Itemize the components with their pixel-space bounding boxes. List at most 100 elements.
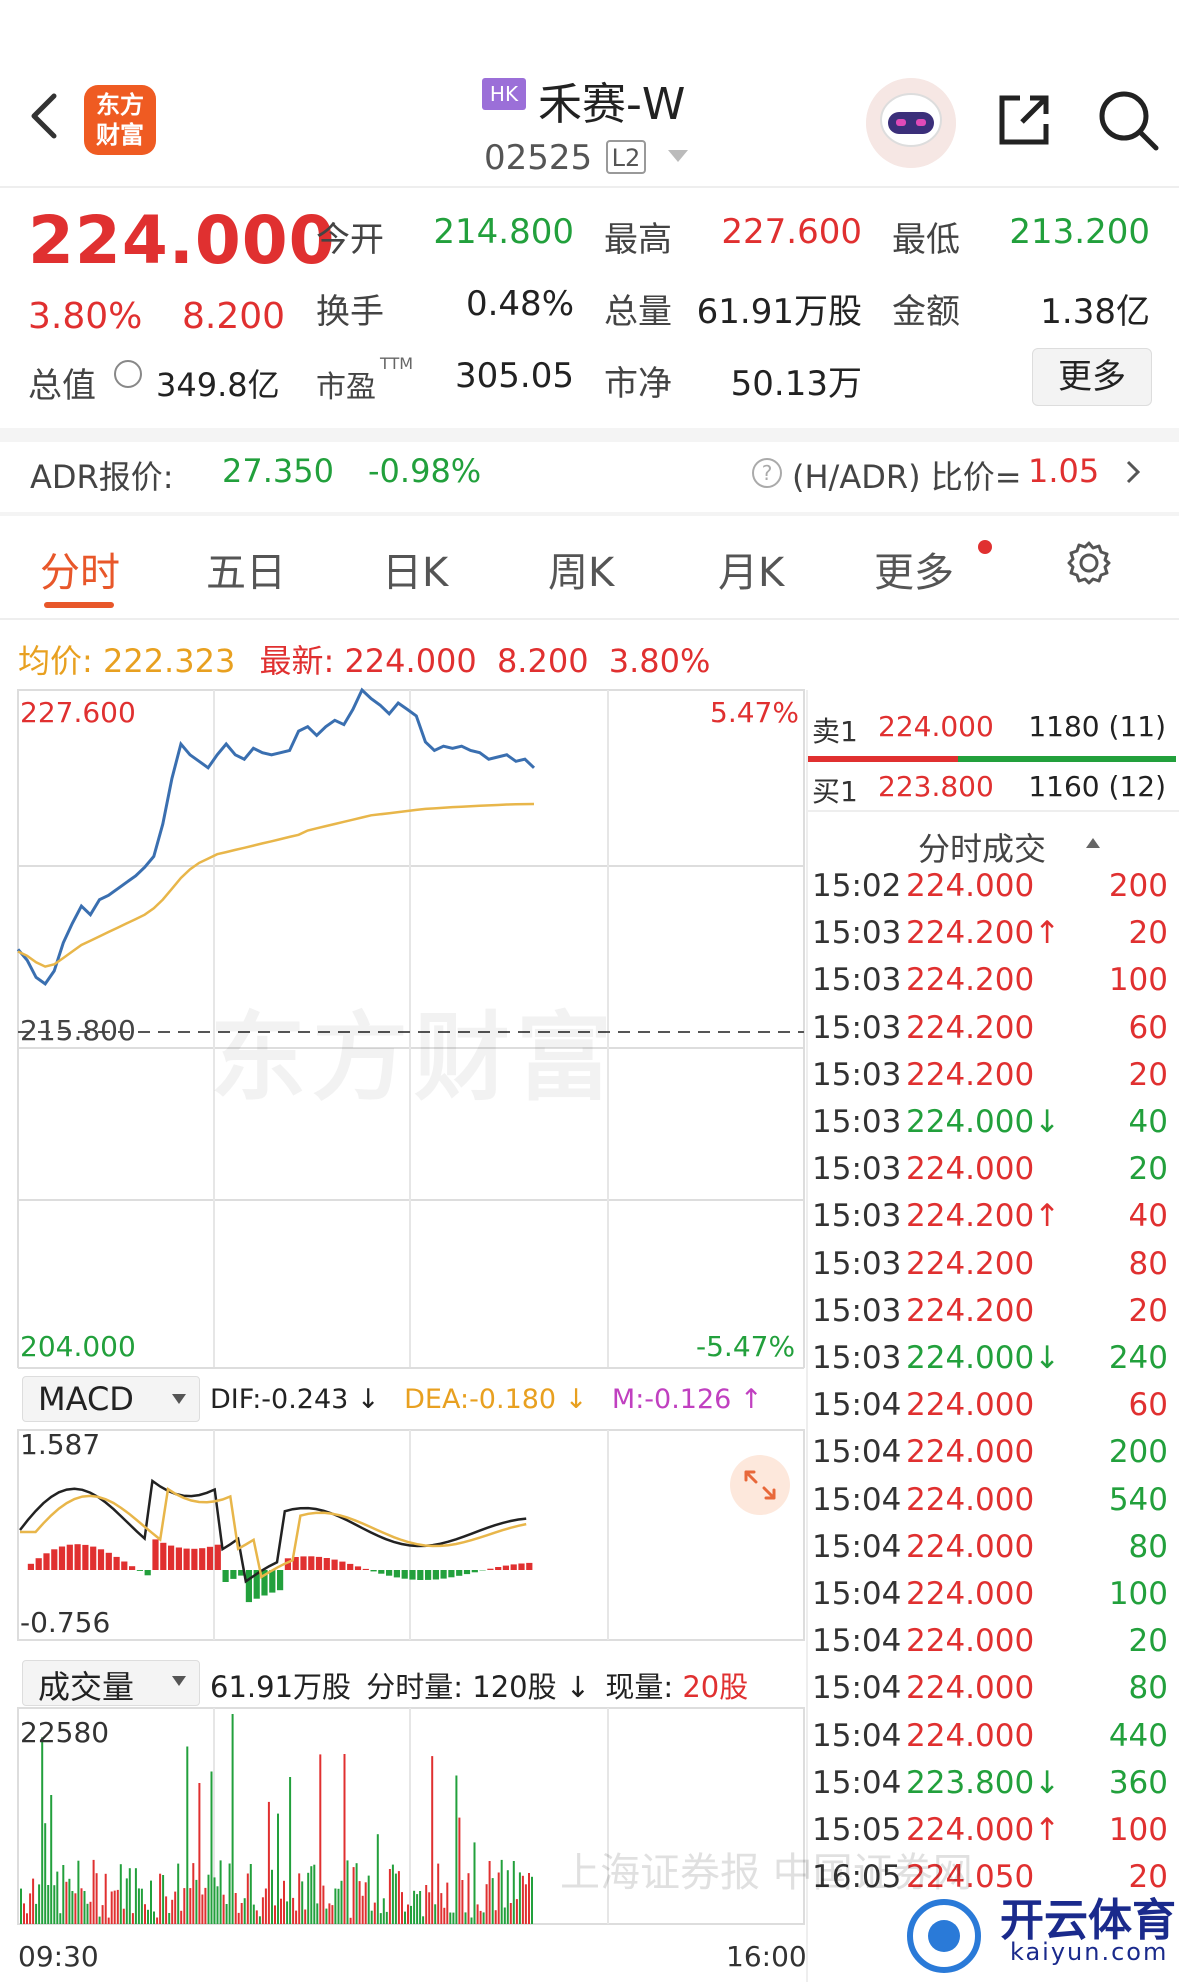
section-divider (0, 428, 1179, 442)
volume-bar (80, 1888, 83, 1924)
info-icon[interactable] (114, 360, 142, 388)
volume-bar (434, 1904, 437, 1924)
volume-bar (455, 1775, 458, 1924)
volume-bar (394, 1873, 397, 1924)
caret-down-icon (172, 1394, 186, 1404)
ask-label: 卖1 (812, 715, 858, 748)
change-amount: 8.200 (182, 296, 286, 337)
trade-time: 15:02 (812, 868, 902, 904)
brand-logo (907, 1899, 981, 1973)
volume-bar (225, 1904, 228, 1924)
tab-weekly-k[interactable]: 周K (548, 550, 615, 596)
trade-time: 15:04 (812, 1481, 902, 1518)
volume-bar (271, 1869, 273, 1924)
volume-bar (440, 1893, 443, 1924)
back-icon[interactable] (28, 92, 58, 140)
indicator-select[interactable] (22, 1376, 200, 1422)
trade-row: 15:04 224.000 540 (812, 1482, 1168, 1529)
macd-bar (331, 1559, 338, 1570)
tab-more[interactable]: 更多 (874, 550, 954, 596)
volume-bar (280, 1898, 282, 1924)
share-icon[interactable] (994, 90, 1054, 150)
trade-row: 15:03 224.200 100 (812, 962, 1168, 1009)
tab-five-day[interactable]: 五日 (206, 550, 286, 596)
volume-bar (340, 1880, 343, 1924)
trade-time: 15:04 (812, 1387, 902, 1424)
gear-icon[interactable] (1066, 540, 1112, 586)
bid-label: 买1 (812, 775, 858, 808)
help-icon[interactable]: ? (752, 458, 782, 488)
volume-bar (283, 1880, 285, 1924)
more-button[interactable]: 更多 (1032, 348, 1152, 406)
macd-bar (393, 1570, 400, 1578)
chevron-down-icon[interactable] (668, 150, 688, 162)
chevron-right-icon[interactable] (1126, 460, 1140, 484)
macd-bar (323, 1558, 330, 1570)
volume-bar (231, 1714, 234, 1924)
trade-price: 224.200 (906, 1245, 1035, 1282)
volume-bar (107, 1917, 110, 1924)
macd-bar (199, 1548, 206, 1570)
trade-time: 15:04 (812, 1764, 902, 1801)
caret-up-icon[interactable] (1086, 838, 1100, 848)
volume-bar (98, 1916, 101, 1924)
volume-bar (473, 1842, 476, 1924)
volume-bar (419, 1891, 422, 1924)
macd-bar (222, 1570, 229, 1582)
volume-axis-top: 22580 (20, 1716, 110, 1749)
volume-bar (195, 1879, 198, 1924)
trade-volume: 20 (1128, 1623, 1168, 1660)
volume-bar (443, 1907, 446, 1924)
tab-intraday[interactable]: 分时 (40, 550, 120, 596)
logo-text: 东方财富 (96, 91, 144, 149)
macd-bar (362, 1568, 369, 1570)
trade-row: 15:03 224.000 20 (812, 1151, 1168, 1198)
trade-volume: 200 (1108, 1434, 1168, 1471)
trade-row: 15:04 223.800↓ 360 (812, 1765, 1168, 1812)
market-badge: HK (482, 78, 526, 110)
volume-bar (485, 1884, 488, 1924)
volume-bar (401, 1892, 403, 1924)
volume-bar (240, 1903, 243, 1924)
volume-bar (385, 1911, 388, 1924)
volume-bar (131, 1913, 134, 1924)
volume-current-label: 现量: (605, 1670, 674, 1704)
volume-bar (29, 1893, 32, 1924)
right-panel (806, 690, 1179, 1982)
macd-bar (245, 1570, 252, 1603)
volume-bar (289, 1777, 292, 1924)
volume-bar (349, 1917, 352, 1924)
indicator-select-label: MACD (38, 1380, 134, 1418)
robot-assistant-icon[interactable] (866, 78, 956, 168)
trade-time: 15:03 (812, 962, 902, 999)
macd-bar (432, 1570, 439, 1580)
latest-value: 224.000 (344, 642, 477, 680)
expand-icon[interactable] (730, 1455, 790, 1515)
latest-label: 最新: (259, 642, 335, 680)
volume-bar (261, 1897, 264, 1924)
volume-bar (482, 1912, 485, 1924)
header-divider (0, 186, 1179, 188)
stock-name: 禾赛-W (538, 79, 686, 130)
volume-bar (26, 1913, 28, 1924)
macd-bar (440, 1570, 447, 1579)
volume-bar (431, 1756, 434, 1924)
trade-price: 224.000↓ (906, 1104, 1061, 1140)
volume-bar (95, 1873, 98, 1924)
volume-bar (407, 1904, 409, 1924)
tab-monthly-k[interactable]: 月K (718, 550, 785, 596)
avg-latest-row: 均价: 222.323 最新: 224.000 8.200 3.80% (18, 636, 710, 682)
volume-bar (298, 1873, 301, 1924)
macd-bar (238, 1570, 245, 1576)
macd-bar (370, 1570, 377, 1572)
trade-time: 16:05 (812, 1859, 902, 1896)
caret-down-icon (172, 1676, 186, 1686)
macd-axis-bottom: -0.756 (20, 1606, 111, 1639)
volume-select[interactable] (22, 1660, 200, 1706)
trade-price: 224.200 (906, 1009, 1035, 1046)
tab-daily-k[interactable]: 日K (382, 550, 449, 596)
intraday-chart[interactable] (0, 680, 806, 1940)
search-icon[interactable] (1096, 88, 1160, 152)
trade-price: 224.200 (906, 1292, 1035, 1329)
trades-header[interactable]: 分时成交 (918, 830, 1047, 868)
